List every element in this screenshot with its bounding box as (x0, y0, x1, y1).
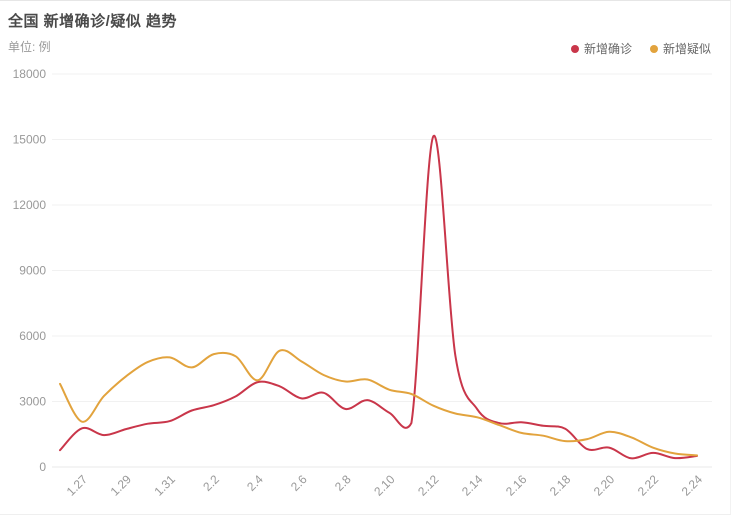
chart-title: 全国 新增确诊/疑似 趋势 (8, 13, 178, 30)
x-axis-tick-label: 2.2 (200, 472, 222, 494)
x-axis-tick-label: 2.20 (591, 472, 618, 499)
x-axis-tick-label: 2.22 (635, 472, 662, 499)
x-axis-tick-label: 1.31 (152, 472, 179, 499)
x-axis-tick-label: 2.14 (459, 472, 486, 499)
x-axis-tick-label: 2.18 (547, 472, 574, 499)
x-axis-tick-label: 2.8 (332, 472, 354, 494)
x-axis-tick-label: 2.6 (288, 472, 310, 494)
legend-label-confirmed: 新增确诊 (583, 42, 632, 56)
legend-item-suspected[interactable]: 新增疑似 (649, 40, 711, 57)
x-axis-tick-label: 2.4 (244, 472, 266, 494)
y-axis-tick-label: 18000 (13, 67, 47, 81)
series-line-0[interactable] (59, 135, 698, 460)
legend-label-suspected: 新增疑似 (662, 42, 711, 56)
x-axis-tick-label: 2.10 (371, 472, 398, 499)
legend-item-confirmed[interactable]: 新增确诊 (570, 40, 632, 57)
y-axis-tick-label: 6000 (19, 329, 46, 343)
x-axis-tick-label: 2.24 (679, 472, 706, 499)
y-axis-tick-label: 9000 (19, 264, 46, 278)
x-axis-tick-label: 2.16 (503, 472, 530, 499)
y-axis-tick-label: 3000 (19, 395, 46, 409)
x-axis-tick-label: 2.12 (415, 472, 442, 499)
x-axis-tick-label: 1.27 (64, 472, 91, 499)
suspected-series-dot-icon (649, 44, 658, 53)
x-axis-tick-label: 1.29 (108, 472, 135, 499)
legend: 新增确诊 新增疑似 (570, 40, 711, 57)
y-axis-tick-label: 12000 (13, 198, 47, 212)
y-axis-tick-label: 15000 (13, 133, 47, 147)
chart-unit-label: 单位: 例 (8, 40, 51, 54)
series-line-1[interactable] (59, 349, 698, 457)
y-axis-tick-label: 0 (39, 460, 46, 474)
confirmed-series-dot-icon (570, 44, 579, 53)
